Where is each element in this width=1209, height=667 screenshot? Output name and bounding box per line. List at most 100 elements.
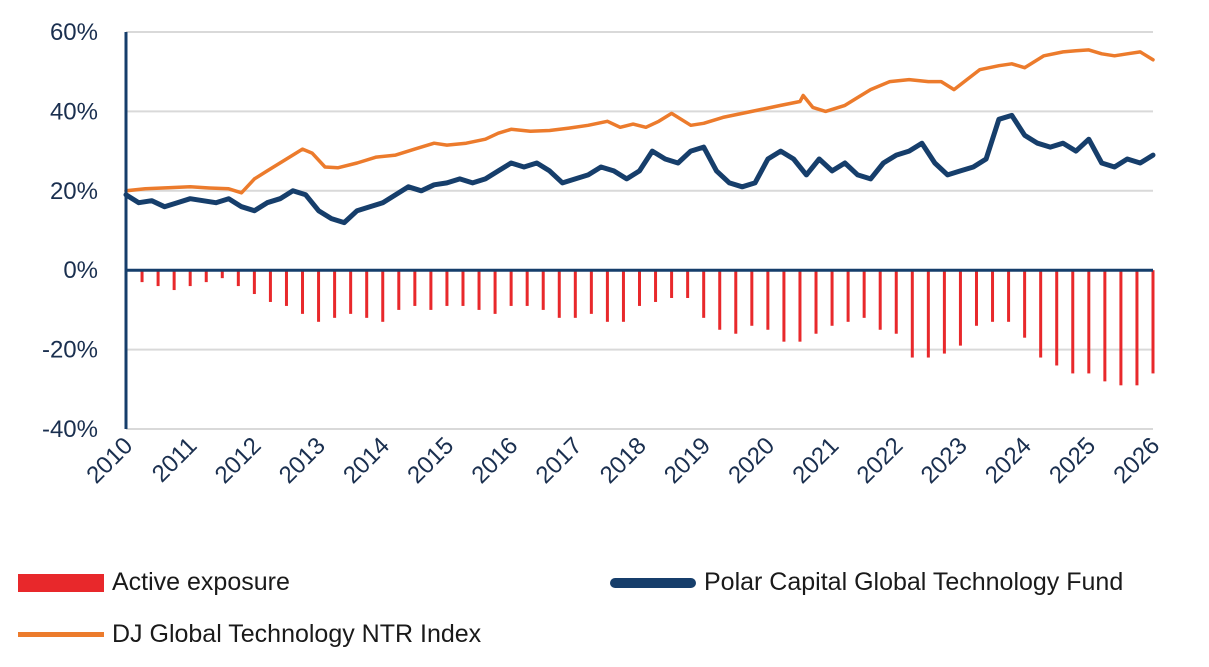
- x-tick-label: 2022: [852, 432, 909, 489]
- active-exposure-bar: [942, 270, 946, 354]
- active-exposure-bar: [172, 270, 176, 291]
- x-tick-label: 2019: [659, 432, 716, 489]
- active-exposure-bar: [220, 270, 224, 279]
- active-exposure-bar: [782, 270, 786, 342]
- active-exposure-bar: [284, 270, 288, 306]
- x-tick-label: 2025: [1044, 432, 1101, 489]
- active-exposure-bar: [830, 270, 834, 326]
- active-exposure-bar: [413, 270, 417, 306]
- y-tick-label: 20%: [50, 178, 98, 205]
- y-tick-label: 40%: [50, 98, 98, 125]
- active-exposure-bar: [301, 270, 305, 314]
- active-exposure-bar: [702, 270, 706, 318]
- x-tick-label: 2023: [916, 432, 973, 489]
- x-tick-label: 2015: [402, 432, 459, 489]
- index-series-line: [124, 48, 1155, 195]
- legend-swatch-fund: [610, 577, 696, 588]
- chart: 60% 40% 20% 0% -20% -40% 2010 2011 2012 2013 2014…: [42, 19, 1165, 489]
- active-exposure-bar: [862, 270, 866, 318]
- active-exposure-bar: [573, 270, 577, 318]
- active-exposure-bar: [621, 270, 625, 322]
- active-exposure-bar: [814, 270, 818, 334]
- active-exposure-bar: [654, 270, 658, 302]
- active-exposure-bar: [204, 270, 208, 283]
- active-exposure-bar: [317, 270, 321, 322]
- active-exposure-bar: [1151, 270, 1155, 374]
- active-exposure-bar: [365, 270, 369, 318]
- x-tick-label: 2026: [1108, 432, 1165, 489]
- active-exposure-bar: [1087, 270, 1091, 374]
- x-tick-label: 2012: [210, 432, 267, 489]
- fund-series-line: [123, 112, 1156, 226]
- active-exposure-bar: [766, 270, 770, 330]
- active-exposure-bar: [445, 270, 449, 306]
- legend-swatch-active: [18, 573, 104, 592]
- active-exposure-bar: [140, 270, 144, 283]
- active-exposure-bar: [910, 270, 914, 358]
- active-exposure-bar: [991, 270, 995, 322]
- active-exposure-bar: [1135, 270, 1139, 386]
- legend-swatch-index: [18, 632, 104, 637]
- active-exposure-bar: [1071, 270, 1075, 374]
- active-exposure-bar: [605, 270, 609, 322]
- x-tick-label: 2024: [980, 432, 1037, 489]
- active-exposure-bar: [974, 270, 978, 326]
- y-tick-label: 0%: [63, 257, 98, 284]
- legend-active-exposure: Active exposure: [18, 568, 290, 597]
- active-exposure-bar: [894, 270, 898, 334]
- active-exposure-bar: [1103, 270, 1107, 382]
- active-exposure-bar: [1007, 270, 1011, 322]
- legend-label-fund: Polar Capital Global Technology Fund: [704, 568, 1124, 596]
- active-exposure-bar: [509, 270, 513, 306]
- active-exposure-bar: [349, 270, 353, 314]
- active-exposure-bar: [1119, 270, 1123, 386]
- x-tick-label: 2021: [787, 432, 844, 489]
- active-exposure-bar: [958, 270, 962, 346]
- active-exposure-bar: [429, 270, 433, 310]
- series-lines: [123, 48, 1156, 226]
- axes: [124, 32, 1153, 429]
- active-exposure-bar: [846, 270, 850, 322]
- active-exposure-bar: [268, 270, 272, 302]
- active-exposure-bar: [333, 270, 337, 318]
- active-exposure-bar: [236, 270, 240, 287]
- active-exposure-bar: [477, 270, 481, 310]
- active-exposure-bar: [493, 270, 497, 314]
- gridlines: [126, 31, 1153, 430]
- x-tick-label: 2011: [147, 432, 203, 488]
- y-axis-ticks: 60% 40% 20% 0% -20% -40%: [42, 19, 98, 443]
- legend-label-index: DJ Global Technology NTR Index: [112, 620, 482, 648]
- legend-label-active: Active exposure: [112, 568, 290, 596]
- active-exposure-bar: [926, 270, 930, 358]
- active-exposure-bar: [397, 270, 401, 310]
- legend-index: DJ Global Technology NTR Index: [18, 620, 481, 649]
- active-exposure-bar: [252, 270, 256, 295]
- active-exposure-bar: [589, 270, 593, 314]
- x-tick-label: 2020: [723, 432, 780, 489]
- x-axis-ticks: 2010 2011 2012 2013 2014 2015 2016 2017 2018 2019…: [81, 432, 1165, 489]
- active-exposure-bar: [638, 270, 641, 306]
- active-exposure-bar: [750, 270, 754, 326]
- active-exposure-bar: [188, 270, 192, 287]
- active-exposure-bar: [525, 270, 529, 306]
- active-exposure-bar: [878, 270, 882, 330]
- active-exposure-bar: [718, 270, 722, 330]
- active-exposure-bar: [156, 270, 160, 287]
- active-exposure-bar: [798, 270, 802, 342]
- active-exposure-bar: [1039, 270, 1043, 358]
- active-exposure-bar: [461, 270, 465, 306]
- y-tick-label: 60%: [50, 19, 98, 46]
- active-exposure-bar: [686, 270, 690, 298]
- y-tick-label: -40%: [42, 416, 98, 443]
- active-exposure-bar: [381, 270, 385, 322]
- active-exposure-bars: [124, 270, 1155, 386]
- x-tick-label: 2018: [595, 432, 652, 489]
- x-tick-label: 2014: [338, 432, 395, 489]
- legend-fund: Polar Capital Global Technology Fund: [610, 568, 1123, 597]
- x-tick-label: 2016: [467, 432, 524, 489]
- active-exposure-bar: [1023, 270, 1027, 338]
- active-exposure-bar: [541, 270, 545, 310]
- x-tick-label: 2017: [531, 432, 588, 489]
- active-exposure-bar: [734, 270, 738, 334]
- active-exposure-bar: [670, 270, 674, 298]
